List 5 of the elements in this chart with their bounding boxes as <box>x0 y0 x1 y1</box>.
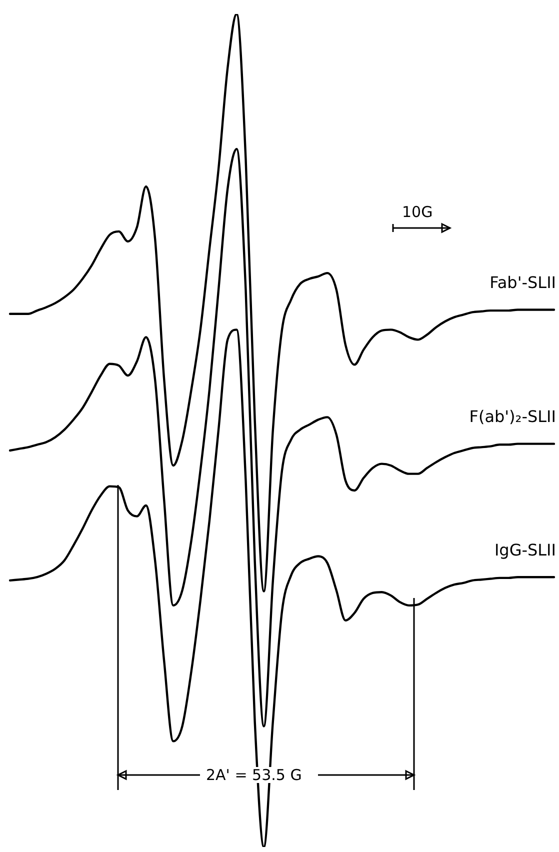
series-label: IgG-SLII <box>494 540 556 560</box>
series-label: F(ab')₂-SLII <box>469 406 556 426</box>
series-label: Fab'-SLII <box>490 272 556 292</box>
annotation: 2A' = 53.5 G <box>204 766 304 784</box>
annotation: 10G <box>400 203 435 221</box>
